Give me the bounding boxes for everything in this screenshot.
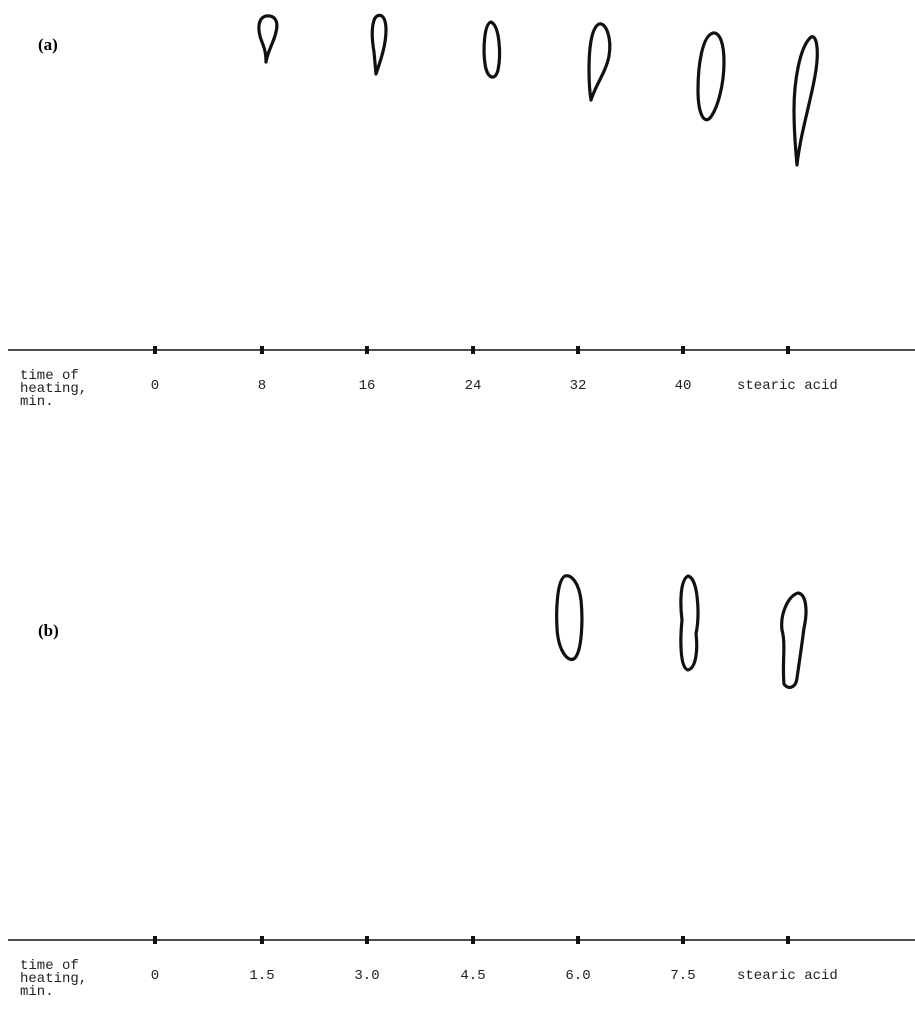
lane-label: 40 <box>675 378 692 394</box>
origin-mark <box>260 346 264 354</box>
lane-label: 16 <box>359 378 376 394</box>
origin-mark <box>681 936 685 944</box>
lane-label: stearic acid <box>737 968 838 984</box>
lane-label: 32 <box>570 378 587 394</box>
origin-mark <box>576 936 580 944</box>
lane-label: 0 <box>151 378 159 394</box>
origin-mark <box>786 346 790 354</box>
origin-mark <box>681 346 685 354</box>
lane-label: 6.0 <box>565 968 590 984</box>
panel-label: (a) <box>38 35 58 54</box>
lane-label: 0 <box>151 968 159 984</box>
origin-mark <box>471 936 475 944</box>
panel-label: (b) <box>38 621 59 640</box>
axis-label: min. <box>20 984 54 1000</box>
origin-mark <box>576 346 580 354</box>
background <box>0 0 915 1009</box>
lane-label: 7.5 <box>670 968 695 984</box>
origin-mark <box>471 346 475 354</box>
axis-label: min. <box>20 394 54 410</box>
origin-mark <box>365 936 369 944</box>
lane-label: stearic acid <box>737 378 838 394</box>
figure: (a)time ofheating,min.0816243240stearic … <box>0 0 915 1009</box>
lane-label: 24 <box>465 378 482 394</box>
origin-mark <box>153 346 157 354</box>
lane-label: 8 <box>258 378 266 394</box>
origin-mark <box>153 936 157 944</box>
lane-label: 4.5 <box>460 968 485 984</box>
lane-label: 3.0 <box>354 968 379 984</box>
origin-mark <box>786 936 790 944</box>
lane-label: 1.5 <box>249 968 274 984</box>
origin-mark <box>365 346 369 354</box>
origin-mark <box>260 936 264 944</box>
